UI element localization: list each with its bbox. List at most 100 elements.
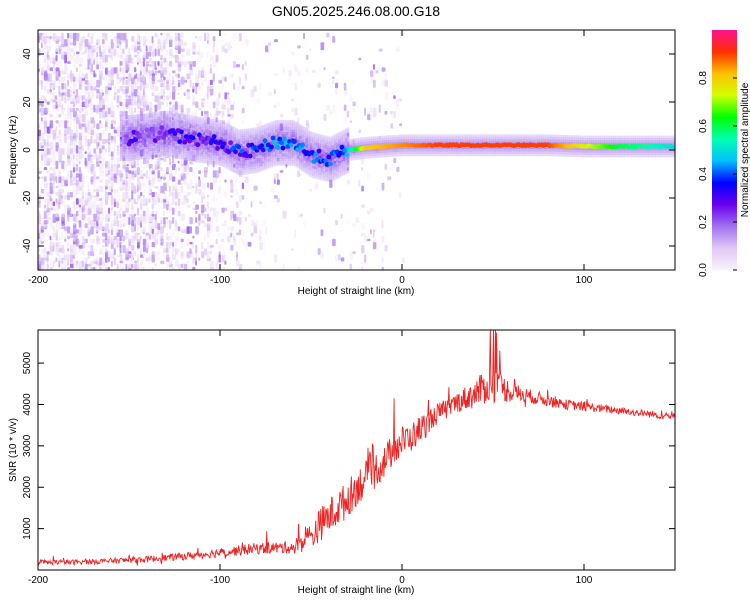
band-cell — [307, 161, 311, 164]
band-cell — [207, 118, 210, 121]
noise-cell — [148, 226, 152, 235]
noise-cell — [177, 210, 181, 217]
noise-cell — [378, 48, 383, 52]
band-cell — [303, 134, 306, 137]
band-cell — [388, 137, 391, 141]
noise-cell — [218, 232, 221, 237]
noise-cell — [58, 148, 62, 157]
noise-cell — [198, 257, 201, 261]
noise-cell — [105, 61, 107, 65]
band-cell — [366, 139, 370, 142]
band-cell — [170, 142, 173, 146]
band-cell — [128, 127, 131, 130]
band-cell — [320, 141, 324, 145]
noise-cell — [122, 266, 125, 270]
noise-cell — [64, 82, 67, 90]
band-cell — [342, 139, 346, 142]
noise-cell — [125, 85, 129, 94]
band-cell — [150, 112, 153, 115]
band-cell — [347, 134, 350, 138]
noise-cell — [72, 51, 75, 57]
noise-cell — [335, 82, 339, 89]
noise-cell — [81, 173, 84, 182]
noise-cell — [128, 251, 133, 254]
band-cell — [122, 127, 125, 130]
noise-cell — [139, 160, 142, 169]
noise-cell — [43, 207, 47, 212]
band-cell — [296, 139, 300, 142]
noise-cell — [55, 210, 58, 218]
band-cell — [342, 156, 346, 159]
band-cell — [253, 134, 256, 138]
noise-cell — [381, 220, 384, 229]
band-cell — [250, 159, 254, 162]
band-cell — [224, 129, 228, 133]
noise-cell — [75, 117, 80, 124]
noise-cell — [119, 76, 122, 82]
band-cell — [338, 132, 341, 135]
noise-cell — [102, 129, 105, 136]
noise-cell — [96, 92, 100, 100]
band-cell — [299, 133, 302, 137]
band-cell — [130, 148, 134, 152]
band-cell — [412, 153, 415, 157]
band-cell — [305, 142, 308, 146]
noise-cell — [186, 182, 189, 190]
band-cell — [130, 115, 134, 118]
band-cell — [342, 168, 346, 171]
noise-cell — [40, 95, 45, 101]
band-cell — [296, 163, 300, 166]
noise-cell — [154, 213, 157, 221]
band-cell — [312, 139, 315, 143]
noise-cell — [186, 107, 191, 114]
noise-cell — [38, 120, 41, 127]
band-cell — [231, 135, 234, 139]
noise-cell — [81, 145, 84, 152]
noise-cell — [326, 32, 330, 38]
noise-cell — [96, 79, 101, 88]
noise-cell — [99, 89, 104, 92]
band-cell — [329, 179, 332, 183]
band-cell — [347, 137, 350, 140]
band-cell — [170, 118, 173, 122]
noise-cell — [174, 42, 179, 49]
band-cell — [277, 160, 280, 164]
band-cell — [167, 139, 171, 143]
band-cell — [233, 136, 236, 140]
band-cell — [202, 148, 206, 152]
noise-cell — [303, 32, 305, 39]
noise-cell — [107, 79, 112, 88]
noise-cell — [46, 220, 49, 224]
noise-cell — [64, 54, 68, 63]
noise-cell — [49, 45, 52, 51]
band-cell — [187, 131, 190, 135]
noise-cell — [381, 235, 385, 243]
band-cell — [340, 138, 343, 141]
noise-cell — [78, 123, 83, 130]
band-cell — [333, 146, 337, 149]
band-cell — [235, 130, 239, 134]
noise-cell — [49, 98, 54, 104]
noise-cell — [87, 82, 90, 91]
noise-cell — [157, 67, 160, 71]
band-cell — [379, 155, 383, 158]
band-cell — [301, 156, 304, 160]
noise-cell — [148, 51, 152, 57]
band-cell — [338, 170, 341, 173]
band-cell — [292, 160, 295, 164]
band-cell — [224, 139, 228, 142]
band-cell — [333, 167, 337, 171]
band-cell — [327, 169, 330, 173]
noise-cell — [78, 120, 82, 124]
band-cell — [255, 165, 258, 169]
noise-cell — [61, 195, 64, 199]
band-cell — [281, 163, 284, 166]
band-cell — [246, 140, 249, 144]
noise-cell — [166, 163, 170, 173]
noise-cell — [43, 167, 48, 171]
noise-cell — [139, 36, 143, 41]
noise-cell — [172, 217, 175, 224]
noise-cell — [367, 210, 371, 215]
band-cell — [167, 137, 171, 140]
noise-cell — [84, 123, 87, 132]
